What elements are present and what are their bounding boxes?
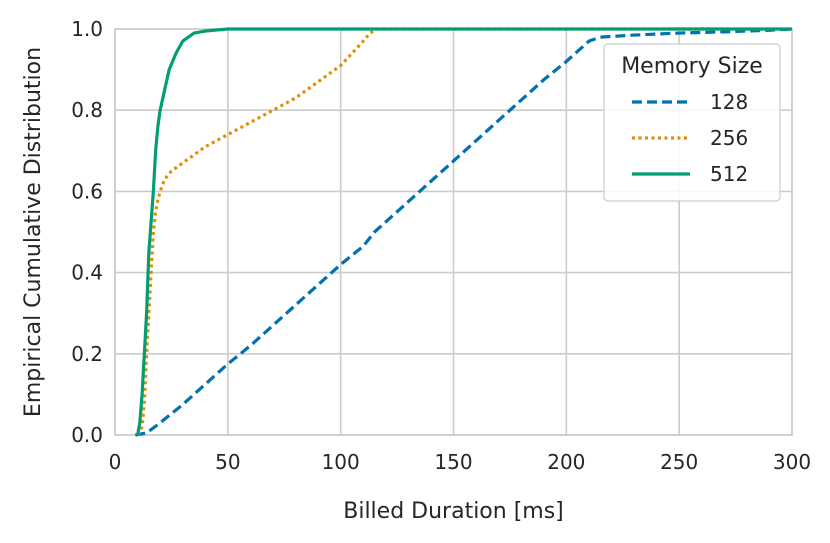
x-tick-label: 150 (434, 450, 472, 474)
legend-box (603, 43, 781, 202)
y-tick-label: 0.4 (71, 261, 103, 285)
x-tick-label: 50 (215, 450, 240, 474)
y-tick-label: 0.2 (71, 342, 103, 366)
legend-title: Memory Size (621, 54, 763, 79)
y-tick-label: 0.0 (71, 423, 103, 447)
legend-label: 512 (710, 162, 748, 186)
x-tick-label: 0 (109, 450, 122, 474)
x-tick-label: 200 (547, 450, 585, 474)
y-tick-label: 0.6 (71, 179, 103, 203)
x-tick-label: 300 (773, 450, 811, 474)
series-line-128 (135, 27, 793, 437)
x-tick-label: 100 (322, 450, 360, 474)
series-line-512 (135, 27, 792, 436)
legend-label: 128 (710, 90, 748, 114)
legend: Memory Size 128 256 512 (603, 43, 781, 202)
y-axis-label: Empirical Cumulative Distribution (21, 47, 46, 417)
x-tick-label: 250 (660, 450, 698, 474)
y-tick-label: 0.8 (71, 98, 103, 122)
legend-items: 128 256 512 (632, 90, 748, 186)
tick-labels: 0 50 100 150 200 250 300 0.0 0.2 0.4 0.6 0.8 1.0 (71, 17, 811, 474)
x-axis-label: Billed Duration [ms] (343, 499, 564, 524)
series-lines (135, 27, 793, 437)
legend-label: 256 (710, 126, 748, 150)
y-tick-label: 1.0 (71, 17, 103, 41)
